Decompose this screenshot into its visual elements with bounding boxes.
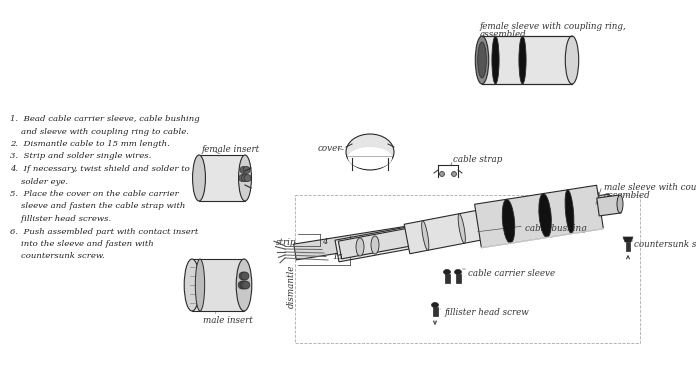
Polygon shape [596, 195, 622, 216]
Polygon shape [338, 228, 411, 259]
Text: 15: 15 [332, 253, 342, 261]
Text: fillister head screws.: fillister head screws. [10, 215, 111, 223]
Text: female sleeve with coupling ring,: female sleeve with coupling ring, [480, 22, 627, 31]
Ellipse shape [539, 194, 551, 237]
Ellipse shape [477, 42, 487, 78]
Text: cover: cover [318, 144, 342, 153]
Text: cable strap: cable strap [453, 155, 503, 164]
Polygon shape [475, 185, 603, 248]
Circle shape [243, 166, 250, 174]
Text: countersunk screw.: countersunk screw. [10, 252, 105, 261]
Circle shape [439, 171, 445, 177]
Ellipse shape [475, 36, 489, 84]
Text: 5.  Place the cover on the cable carrier: 5. Place the cover on the cable carrier [10, 190, 179, 198]
Text: 2.  Dismantle cable to 15 mm length.: 2. Dismantle cable to 15 mm length. [10, 140, 170, 148]
FancyBboxPatch shape [432, 307, 438, 316]
FancyBboxPatch shape [626, 242, 630, 251]
Ellipse shape [422, 221, 429, 250]
Ellipse shape [454, 270, 461, 274]
Text: 3.  Strip and solder single wires.: 3. Strip and solder single wires. [10, 153, 151, 160]
Ellipse shape [236, 259, 252, 311]
Ellipse shape [503, 200, 515, 243]
Ellipse shape [432, 303, 438, 307]
Text: cable carrier sleeve: cable carrier sleeve [468, 269, 555, 278]
Text: 1.  Bead cable carrier sleeve, cable bushing: 1. Bead cable carrier sleeve, cable bush… [10, 115, 200, 123]
FancyBboxPatch shape [192, 259, 244, 311]
Text: assembled: assembled [480, 30, 527, 39]
FancyBboxPatch shape [482, 36, 572, 84]
Text: and sleeve with coupling ring to cable.: and sleeve with coupling ring to cable. [10, 128, 189, 135]
Circle shape [239, 174, 246, 182]
Circle shape [239, 272, 247, 280]
Ellipse shape [184, 259, 200, 311]
Ellipse shape [617, 195, 623, 213]
Text: countersunk screw: countersunk screw [634, 240, 696, 249]
Circle shape [244, 174, 251, 182]
Ellipse shape [565, 36, 578, 84]
Text: sleeve and fasten the cable strap with: sleeve and fasten the cable strap with [10, 202, 185, 210]
Polygon shape [294, 194, 611, 260]
Text: cable bushing: cable bushing [525, 224, 587, 233]
Ellipse shape [346, 134, 394, 170]
Text: solder eye.: solder eye. [10, 177, 68, 186]
Circle shape [242, 281, 250, 289]
Circle shape [238, 281, 246, 289]
Text: 4.  If necessary, twist shield and solder to: 4. If necessary, twist shield and solder… [10, 165, 190, 173]
Text: strip: strip [276, 238, 296, 247]
Ellipse shape [193, 155, 205, 201]
Ellipse shape [458, 214, 466, 243]
Circle shape [241, 272, 249, 280]
Text: male insert: male insert [203, 316, 253, 325]
Ellipse shape [239, 155, 251, 201]
Ellipse shape [371, 236, 379, 254]
Ellipse shape [519, 36, 526, 84]
Ellipse shape [492, 36, 499, 84]
Text: 6.  Push assembled part with contact insert: 6. Push assembled part with contact inse… [10, 228, 198, 236]
FancyBboxPatch shape [455, 274, 461, 283]
Polygon shape [335, 192, 602, 262]
Ellipse shape [356, 238, 364, 256]
Ellipse shape [443, 270, 450, 274]
Circle shape [452, 171, 457, 177]
Ellipse shape [565, 190, 574, 234]
Text: fillister head screw: fillister head screw [445, 308, 530, 317]
Ellipse shape [196, 259, 205, 311]
Polygon shape [623, 237, 633, 242]
Text: into the sleeve and fasten with: into the sleeve and fasten with [10, 240, 154, 248]
Ellipse shape [348, 147, 392, 169]
Text: assembled: assembled [604, 191, 651, 200]
FancyBboxPatch shape [199, 155, 245, 201]
Text: 4: 4 [322, 238, 327, 246]
Text: dismantle: dismantle [287, 265, 296, 308]
FancyBboxPatch shape [445, 274, 450, 283]
Circle shape [242, 174, 248, 182]
Polygon shape [404, 210, 483, 254]
Text: female insert: female insert [202, 145, 260, 154]
Circle shape [240, 166, 247, 174]
Circle shape [240, 281, 248, 289]
Text: male sleeve with coupling ring,: male sleeve with coupling ring, [604, 183, 696, 192]
